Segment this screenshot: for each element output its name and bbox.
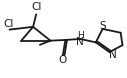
Text: Cl: Cl <box>32 2 42 12</box>
Text: Cl: Cl <box>3 19 13 29</box>
Text: N: N <box>76 37 84 47</box>
Text: H: H <box>77 31 84 40</box>
Text: S: S <box>99 22 106 32</box>
Text: N: N <box>109 50 116 60</box>
Text: O: O <box>59 55 67 65</box>
